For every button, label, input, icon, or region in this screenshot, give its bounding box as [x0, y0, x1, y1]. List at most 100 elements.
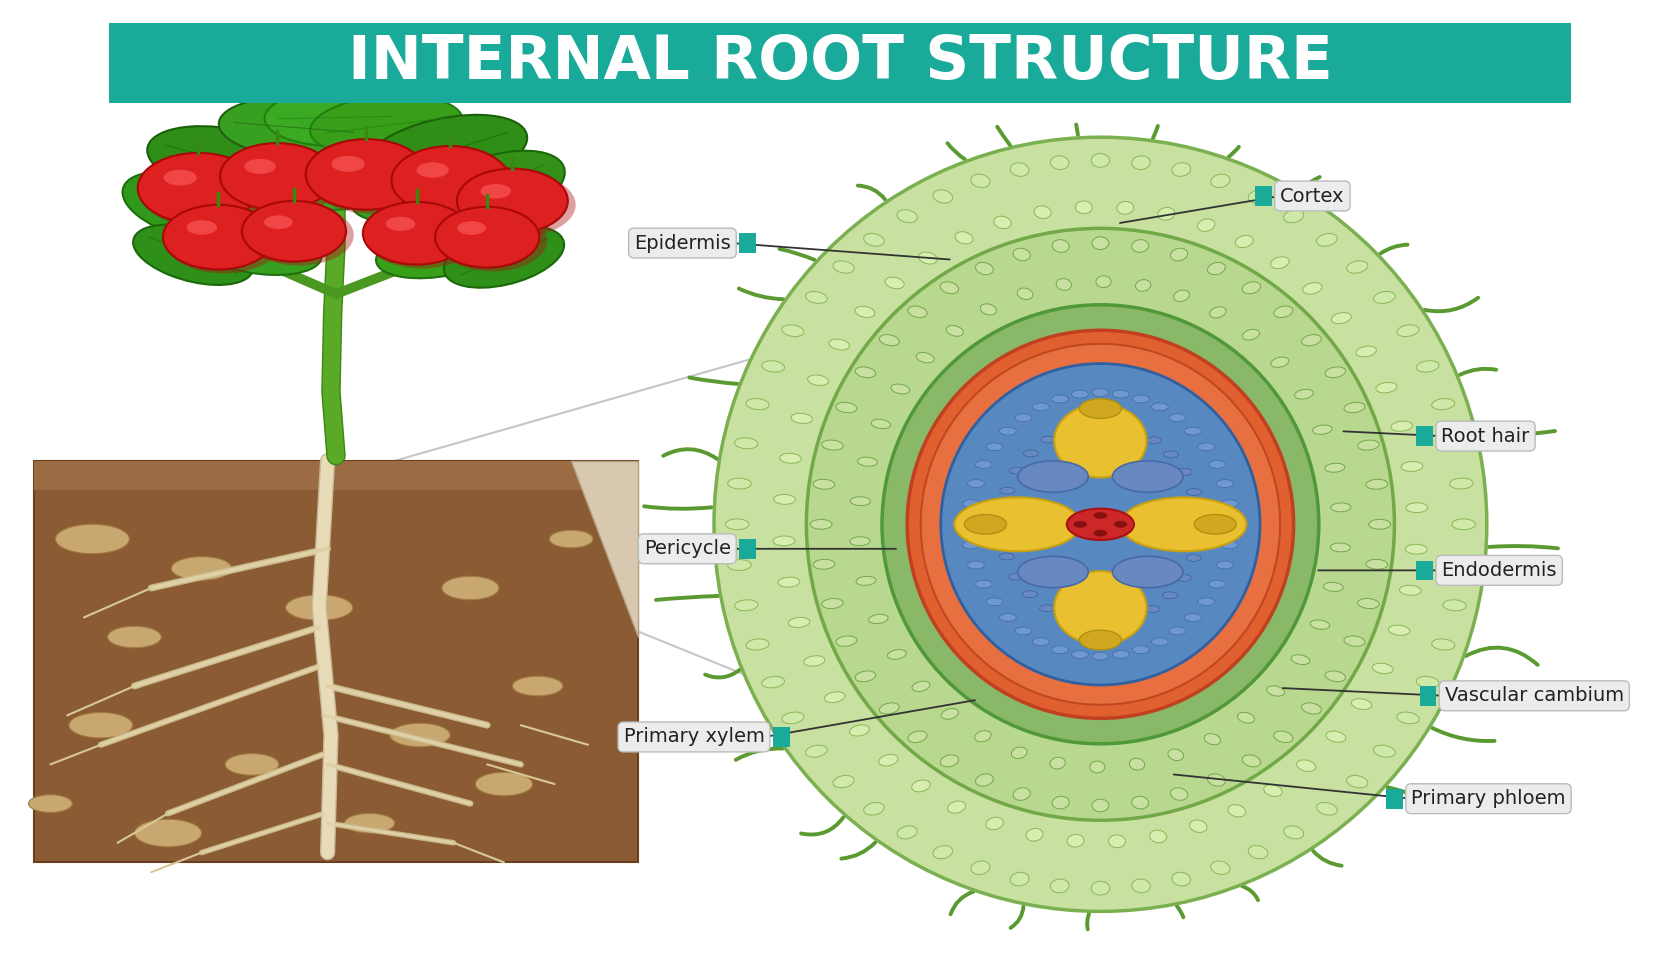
- Ellipse shape: [442, 576, 499, 600]
- Ellipse shape: [1018, 461, 1089, 492]
- Ellipse shape: [1242, 755, 1260, 766]
- Ellipse shape: [1443, 600, 1467, 611]
- Ellipse shape: [1310, 620, 1329, 629]
- Ellipse shape: [1443, 438, 1467, 449]
- FancyBboxPatch shape: [1386, 789, 1403, 808]
- Ellipse shape: [1376, 382, 1396, 393]
- Ellipse shape: [976, 461, 993, 468]
- Ellipse shape: [1416, 676, 1440, 688]
- Ellipse shape: [1105, 422, 1121, 429]
- Ellipse shape: [163, 205, 274, 270]
- Ellipse shape: [1235, 235, 1253, 248]
- Ellipse shape: [1176, 703, 1191, 712]
- Ellipse shape: [220, 143, 334, 210]
- Ellipse shape: [222, 147, 343, 214]
- Ellipse shape: [887, 650, 906, 660]
- Ellipse shape: [864, 233, 884, 246]
- Ellipse shape: [1074, 521, 1087, 527]
- Ellipse shape: [946, 382, 963, 392]
- Ellipse shape: [376, 227, 497, 278]
- Ellipse shape: [277, 163, 395, 210]
- Ellipse shape: [391, 146, 509, 215]
- Ellipse shape: [1015, 627, 1032, 635]
- Ellipse shape: [1075, 201, 1092, 214]
- Text: INTERNAL ROOT STRUCTURE: INTERNAL ROOT STRUCTURE: [348, 33, 1332, 92]
- Ellipse shape: [1431, 639, 1455, 650]
- Ellipse shape: [1171, 248, 1188, 261]
- Ellipse shape: [1050, 879, 1068, 893]
- Ellipse shape: [1208, 263, 1225, 274]
- Ellipse shape: [437, 211, 548, 271]
- Ellipse shape: [833, 775, 853, 788]
- Ellipse shape: [1406, 503, 1428, 513]
- Ellipse shape: [1011, 747, 1026, 759]
- Ellipse shape: [427, 151, 564, 225]
- Text: Primary phloem: Primary phloem: [1411, 789, 1566, 808]
- Ellipse shape: [919, 252, 937, 264]
- Ellipse shape: [1023, 450, 1038, 457]
- Ellipse shape: [1248, 846, 1268, 858]
- Ellipse shape: [813, 560, 835, 569]
- Ellipse shape: [1344, 403, 1364, 413]
- Ellipse shape: [1151, 638, 1168, 646]
- Ellipse shape: [726, 518, 749, 529]
- Ellipse shape: [1317, 233, 1337, 246]
- Ellipse shape: [964, 514, 1006, 534]
- Ellipse shape: [1388, 625, 1410, 635]
- Ellipse shape: [968, 562, 984, 569]
- Ellipse shape: [55, 524, 129, 554]
- Ellipse shape: [139, 157, 267, 227]
- Ellipse shape: [1186, 489, 1201, 496]
- Ellipse shape: [1205, 734, 1221, 745]
- Ellipse shape: [879, 755, 899, 766]
- Ellipse shape: [1228, 805, 1247, 817]
- Ellipse shape: [932, 846, 953, 858]
- Ellipse shape: [1010, 336, 1025, 346]
- Ellipse shape: [1191, 511, 1206, 517]
- Ellipse shape: [1326, 464, 1344, 472]
- Ellipse shape: [1173, 163, 1191, 176]
- Ellipse shape: [1112, 461, 1183, 492]
- Ellipse shape: [1149, 830, 1166, 843]
- Ellipse shape: [734, 600, 758, 611]
- Ellipse shape: [1210, 307, 1226, 318]
- Ellipse shape: [946, 325, 963, 336]
- Ellipse shape: [1267, 686, 1285, 696]
- Ellipse shape: [1176, 574, 1191, 581]
- Ellipse shape: [331, 156, 365, 171]
- Ellipse shape: [850, 497, 870, 506]
- Ellipse shape: [1094, 529, 1107, 537]
- Ellipse shape: [1035, 206, 1052, 219]
- Ellipse shape: [1208, 774, 1225, 786]
- Ellipse shape: [1302, 703, 1322, 714]
- Ellipse shape: [1080, 630, 1122, 650]
- Ellipse shape: [1284, 210, 1304, 222]
- Ellipse shape: [549, 530, 593, 548]
- Ellipse shape: [242, 201, 346, 262]
- Ellipse shape: [1273, 436, 1292, 446]
- Ellipse shape: [1132, 240, 1149, 252]
- Ellipse shape: [904, 449, 922, 459]
- Ellipse shape: [1052, 797, 1068, 808]
- Ellipse shape: [1356, 346, 1376, 357]
- Ellipse shape: [857, 576, 875, 585]
- Ellipse shape: [1126, 427, 1141, 434]
- Ellipse shape: [1312, 425, 1332, 434]
- Ellipse shape: [1401, 462, 1423, 471]
- Ellipse shape: [727, 478, 751, 489]
- Ellipse shape: [134, 819, 202, 847]
- Ellipse shape: [1104, 620, 1119, 627]
- Ellipse shape: [480, 184, 511, 199]
- Ellipse shape: [123, 172, 247, 239]
- Ellipse shape: [1211, 861, 1230, 874]
- Ellipse shape: [1186, 555, 1201, 562]
- Ellipse shape: [941, 282, 959, 294]
- Ellipse shape: [1000, 427, 1016, 435]
- Ellipse shape: [1080, 399, 1122, 418]
- Ellipse shape: [1297, 760, 1315, 771]
- Ellipse shape: [1174, 290, 1189, 302]
- Ellipse shape: [1198, 219, 1215, 231]
- Ellipse shape: [1060, 717, 1075, 728]
- Ellipse shape: [1221, 500, 1238, 508]
- Ellipse shape: [894, 487, 912, 497]
